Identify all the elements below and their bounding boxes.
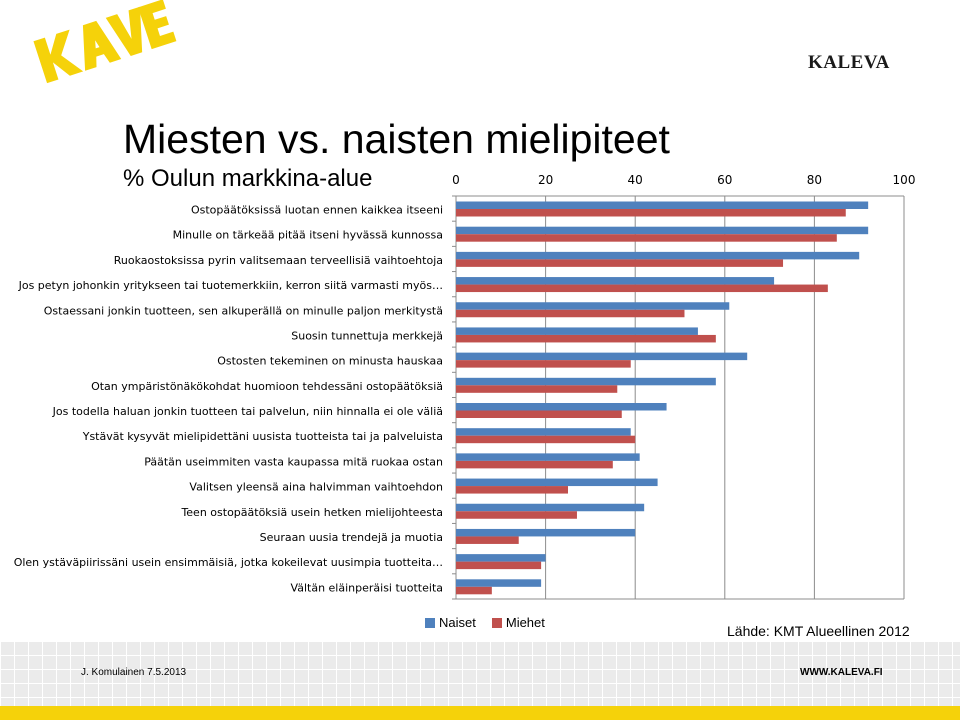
bar-miehet-2: [456, 259, 784, 267]
x-tick-label: 80: [807, 173, 822, 187]
bar-naiset-4: [456, 302, 730, 310]
legend-label-miehet: Miehet: [505, 615, 545, 630]
category-label: Ostaessani jonkin tuotteen, sen alkuperä…: [44, 304, 443, 317]
bar-miehet-11: [456, 486, 568, 494]
bar-naiset-0: [456, 201, 869, 209]
bar-miehet-1: [456, 234, 837, 242]
legend-label-naiset: Naiset: [439, 615, 476, 630]
category-label: Jos todella haluan jonkin tuotteen tai p…: [52, 405, 443, 418]
bottom-accent-bar: [0, 706, 960, 720]
bar-naiset-11: [456, 478, 658, 487]
bar-miehet-0: [456, 209, 846, 217]
bar-miehet-8: [456, 410, 622, 418]
bar-miehet-5: [456, 334, 716, 343]
bar-miehet-12: [456, 511, 577, 519]
bar-naiset-6: [456, 352, 748, 361]
bar-naiset-14: [456, 554, 546, 562]
bar-naiset-9: [456, 428, 631, 436]
bar-naiset-10: [456, 453, 640, 461]
category-label: Olen ystäväpiirissäni usein ensimmäisiä,…: [14, 556, 443, 569]
footer-website: WWW.KALEVA.FI: [800, 667, 883, 678]
bar-miehet-9: [456, 435, 636, 444]
brand-name: KALEVA: [808, 52, 890, 73]
chart-legend: Naiset Miehet: [425, 615, 555, 630]
kave-logo-icon: [33, 0, 177, 84]
legend-item-miehet: Miehet: [491, 615, 545, 630]
bar-naiset-5: [456, 327, 698, 335]
legend-swatch-naiset: [425, 617, 435, 628]
chart-bars: [456, 201, 869, 595]
category-label: Vältän eläinperäisi tuotteita: [291, 581, 443, 594]
bar-naiset-3: [456, 277, 775, 285]
bar-naiset-12: [456, 503, 645, 512]
bar-miehet-14: [456, 561, 542, 570]
bar-naiset-7: [456, 377, 716, 386]
category-label: Jos petyn johonkin yritykseen tai tuotem…: [18, 279, 443, 292]
bar-naiset-15: [456, 579, 542, 587]
bar-miehet-3: [456, 284, 828, 293]
legend-item-naiset: Naiset: [425, 615, 476, 630]
bar-miehet-15: [456, 586, 492, 595]
bar-miehet-6: [456, 360, 631, 368]
bar-naiset-8: [456, 403, 667, 411]
category-label: Päätän useimmiten vasta kaupassa mitä ru…: [144, 455, 443, 468]
x-tick-label: 40: [628, 173, 643, 187]
bar-miehet-4: [456, 309, 685, 318]
page-title: Miesten vs. naisten mielipiteet: [123, 116, 670, 162]
bar-miehet-13: [456, 536, 519, 544]
category-label: Ostopäätöksissä luotan ennen kaikkea its…: [191, 204, 443, 217]
x-tick-label: 60: [717, 173, 732, 187]
bar-naiset-13: [456, 528, 636, 537]
footer-band: [0, 641, 960, 706]
x-tick-label: 0: [452, 173, 460, 187]
category-label: Seuraan uusia trendejä ja muotia: [260, 531, 443, 544]
category-label: Ruokaostoksissa pyrin valitsemaan tervee…: [114, 254, 443, 267]
category-label: Suosin tunnettuja merkkejä: [291, 329, 443, 342]
bar-miehet-7: [456, 385, 618, 393]
category-label: Valitsen yleensä aina halvimman vaihtoeh…: [189, 481, 443, 494]
bar-miehet-10: [456, 460, 613, 469]
x-tick-label: 100: [893, 173, 916, 187]
bar-naiset-1: [456, 226, 869, 235]
page-subtitle: % Oulun markkina-alue: [123, 165, 373, 192]
category-label: Teen ostopäätöksiä usein hetken mielijoh…: [180, 506, 443, 519]
category-label: Ostosten tekeminen on minusta hauskaa: [217, 355, 443, 368]
legend-swatch-miehet: [491, 617, 502, 628]
footer-author-date: J. Komulainen 7.5.2013: [81, 667, 187, 678]
x-tick-label: 20: [538, 173, 553, 187]
category-label: Minulle on tärkeää pitää itseni hyvässä …: [173, 229, 443, 242]
bar-naiset-2: [456, 251, 860, 260]
category-label: Otan ympäristönäkökohdat huomioon tehdes…: [91, 380, 443, 393]
y-axis-categories: Ostopäätöksissä luotan ennen kaikkea its…: [14, 204, 443, 595]
x-axis-ticks: 0 20 40 60 80 100: [452, 173, 915, 187]
category-label: Ystävät kysyvät mielipidettäni uusista t…: [82, 430, 443, 443]
source-note: Lähde: KMT Alueellinen 2012: [727, 623, 910, 639]
